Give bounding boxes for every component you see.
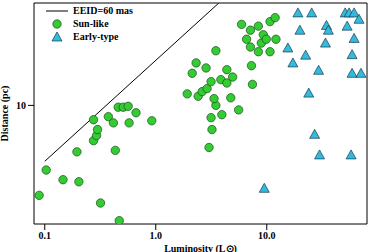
svg-text:10.0: 10.0 xyxy=(258,230,276,241)
html-text:Early-type: Early-type xyxy=(73,31,119,42)
svg-text:Distance (pc): Distance (pc) xyxy=(8,86,11,142)
html-text:Sun-like: Sun-like xyxy=(73,18,109,29)
html-text:EEID=60 mas: EEID=60 mas xyxy=(73,5,133,16)
svg-text:1.0: 1.0 xyxy=(150,230,163,241)
svg-text:10: 10 xyxy=(16,100,26,111)
svg-text:0.1: 0.1 xyxy=(39,230,52,241)
svg-text:Luminosity (L⊙): Luminosity (L⊙) xyxy=(164,243,237,252)
